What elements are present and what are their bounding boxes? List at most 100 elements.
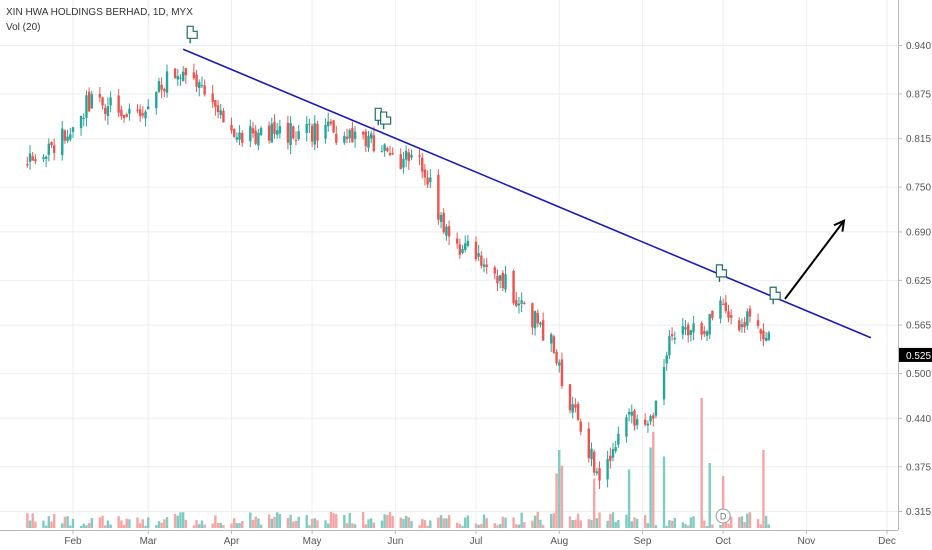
candle-body xyxy=(273,121,276,135)
candle-body xyxy=(689,330,693,336)
volume-bar xyxy=(407,517,411,528)
y-tick-label: 0.315 xyxy=(906,507,931,518)
candle-body xyxy=(278,126,282,134)
candle-body xyxy=(558,362,561,366)
candle-body xyxy=(364,131,368,147)
volume-bar xyxy=(539,519,542,528)
candle-body xyxy=(466,240,470,246)
candle-body xyxy=(474,241,478,260)
volume-bar xyxy=(721,476,725,528)
volume-bar xyxy=(633,517,636,528)
candle-body xyxy=(270,123,274,143)
volume-bar xyxy=(512,517,515,528)
candle-body xyxy=(552,336,556,353)
candle-body xyxy=(576,403,580,420)
dividend-marker-icon: D xyxy=(715,508,731,524)
volume-bar xyxy=(147,517,150,528)
candle-body xyxy=(598,468,601,481)
candle-body xyxy=(289,123,292,146)
y-tick-label: 0.565 xyxy=(906,321,931,332)
volume-bar xyxy=(442,518,445,528)
candle-body xyxy=(458,244,462,255)
volume-bar xyxy=(85,525,88,528)
annotations: D xyxy=(182,25,872,524)
dividend-circle xyxy=(715,508,731,524)
volume-bar xyxy=(686,525,690,528)
candle-body xyxy=(724,302,728,312)
candle-body xyxy=(257,132,260,146)
x-tick-label: Dec xyxy=(878,536,896,547)
candle-body xyxy=(195,74,198,87)
volume-bar xyxy=(592,478,596,528)
volume-bar xyxy=(520,512,523,528)
candle-body xyxy=(670,334,674,337)
candle-body xyxy=(759,329,762,334)
candle-body xyxy=(203,85,206,95)
volume-bar xyxy=(729,516,733,528)
volume-bar xyxy=(727,523,730,528)
candle-body xyxy=(727,311,730,318)
volume-bar xyxy=(700,398,703,528)
volume-bar xyxy=(759,524,762,528)
candle-body xyxy=(348,130,351,139)
volume-bar xyxy=(297,516,300,528)
volume-bar xyxy=(332,513,335,528)
candle-body xyxy=(429,177,432,183)
y-tick-label: 0.750 xyxy=(906,183,931,194)
volume-bar xyxy=(28,520,32,528)
volume-bar xyxy=(286,517,290,528)
candle-body xyxy=(609,455,612,461)
volume-bar xyxy=(34,521,37,528)
hand-shape xyxy=(715,264,728,278)
volume-bar xyxy=(439,515,443,528)
arrow-head xyxy=(833,219,846,232)
y-tick-label: 0.940 xyxy=(906,41,931,52)
volume-bar xyxy=(673,517,676,528)
candle-body xyxy=(571,404,574,413)
volume-bar xyxy=(670,520,674,528)
candle-body xyxy=(351,127,354,143)
volume-bar xyxy=(474,523,478,528)
candlesticks xyxy=(26,63,771,489)
candle-body xyxy=(539,322,542,325)
candle-body xyxy=(464,243,467,251)
volume-bar xyxy=(635,518,639,528)
candle-body xyxy=(192,72,196,79)
volume-bar xyxy=(117,516,120,528)
candle-body xyxy=(155,92,158,109)
candle-body xyxy=(211,93,214,103)
candle-body xyxy=(740,324,744,328)
candle-body xyxy=(369,133,373,139)
volume-bar xyxy=(466,515,470,528)
volume-bar xyxy=(219,522,222,528)
volume-bar xyxy=(399,517,402,528)
y-tick-label: 0.875 xyxy=(906,89,931,100)
candle-body xyxy=(391,153,394,155)
candle-body xyxy=(447,226,451,237)
candle-body xyxy=(109,97,112,106)
volume-bar xyxy=(273,516,276,528)
candle-body xyxy=(673,337,676,340)
candle-body xyxy=(69,134,72,140)
volume-bar xyxy=(560,465,564,528)
candle-body xyxy=(662,367,666,400)
volume-bar xyxy=(367,519,370,528)
y-tick-label: 0.440 xyxy=(906,414,931,425)
candle-body xyxy=(627,412,631,415)
volume-bar xyxy=(480,524,483,528)
volume-bar xyxy=(313,518,316,528)
volume-bar xyxy=(515,524,518,528)
volume-bar xyxy=(235,523,239,528)
candle-body xyxy=(560,359,564,387)
candle-body xyxy=(711,310,714,319)
volume-bar xyxy=(82,523,85,528)
volume-bar xyxy=(549,514,553,528)
candle-body xyxy=(541,320,545,341)
candle-body xyxy=(721,303,725,305)
volume-bar xyxy=(160,522,163,528)
candle-body xyxy=(249,126,252,142)
volume-bar xyxy=(31,513,34,528)
candle-body xyxy=(402,158,405,168)
